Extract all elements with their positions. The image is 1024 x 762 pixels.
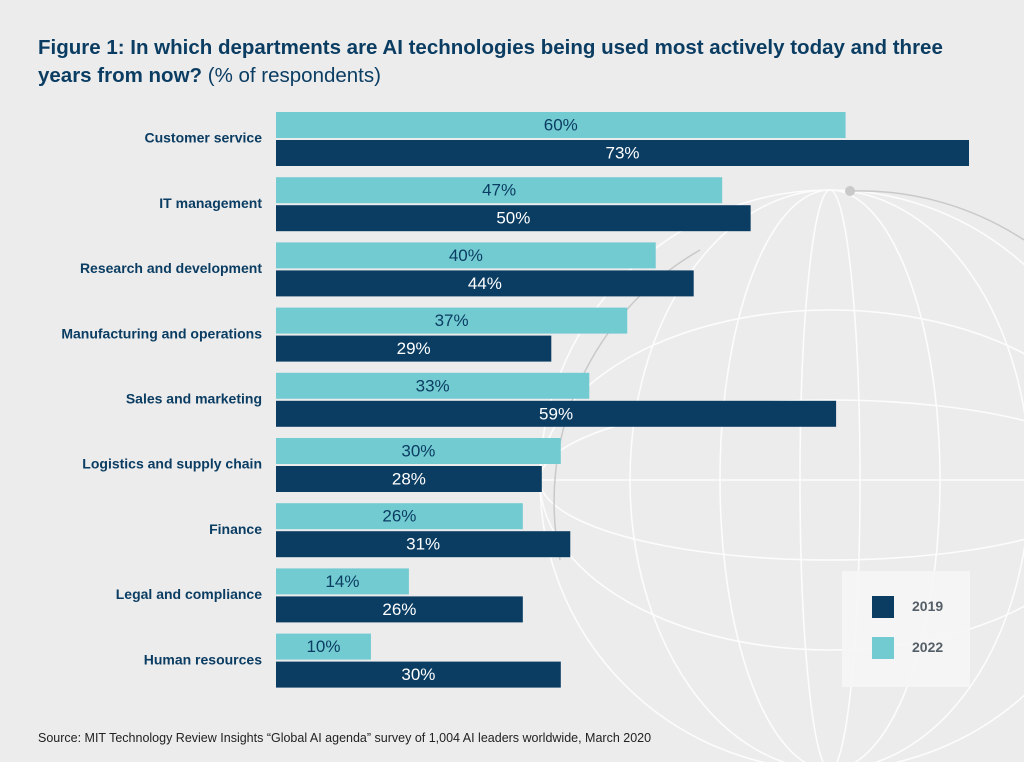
value-label-2022-manufacturing-and-operations: 37% — [435, 311, 469, 330]
value-label-2022-legal-and-compliance: 14% — [325, 572, 359, 591]
bar-2022-it-management — [276, 177, 723, 204]
bar-2019-legal-and-compliance — [276, 596, 523, 623]
chart-title-question: Figure 1: In which departments are AI te… — [38, 36, 943, 87]
chart-title: Figure 1: In which departments are AI te… — [38, 34, 998, 90]
value-label-2019-customer-service: 73% — [605, 143, 639, 162]
value-label-2022-human-resources: 10% — [306, 637, 340, 656]
legend-swatch-2019 — [872, 596, 894, 618]
category-label-research-and-development: Research and development — [80, 260, 262, 276]
category-label-manufacturing-and-operations: Manufacturing and operations — [61, 325, 262, 341]
value-label-2022-finance: 26% — [382, 507, 416, 526]
value-label-2019-research-and-development: 44% — [468, 274, 502, 293]
value-label-2019-manufacturing-and-operations: 29% — [397, 339, 431, 358]
bar-2019-manufacturing-and-operations — [276, 335, 552, 362]
category-label-customer-service: Customer service — [144, 130, 262, 146]
bar-2019-logistics-and-supply-chain — [276, 466, 542, 492]
category-label-logistics-and-supply-chain: Logistics and supply chain — [82, 456, 262, 472]
value-label-2022-customer-service: 60% — [544, 115, 578, 134]
bar-2019-finance — [276, 531, 571, 558]
bar-2019-human-resources — [276, 661, 561, 688]
chart-title-unit: (% of respondents) — [207, 64, 381, 87]
bar-2019-customer-service — [276, 140, 969, 166]
bar-2019-research-and-development — [276, 270, 694, 297]
value-label-2022-logistics-and-supply-chain: 30% — [401, 441, 435, 460]
bar-2022-sales-and-marketing — [276, 372, 590, 399]
value-label-2019-logistics-and-supply-chain: 28% — [392, 469, 426, 488]
value-label-2019-finance: 31% — [406, 535, 440, 554]
category-label-sales-and-marketing: Sales and marketing — [126, 391, 262, 407]
bar-2022-human-resources — [276, 633, 371, 660]
bar-2022-manufacturing-and-operations — [276, 307, 628, 334]
legend-swatch-2022 — [872, 637, 894, 659]
category-label-it-management: IT management — [159, 195, 262, 211]
bar-2022-legal-and-compliance — [276, 568, 409, 595]
value-label-2022-research-and-development: 40% — [449, 246, 483, 265]
value-label-2022-it-management: 47% — [482, 181, 516, 200]
category-label-finance: Finance — [209, 521, 262, 537]
legend-label-2022: 2022 — [912, 639, 944, 655]
category-label-human-resources: Human resources — [144, 651, 262, 667]
legend: 2019 2022 — [842, 571, 970, 687]
bar-2022-research-and-development — [276, 242, 656, 269]
bar-2019-sales-and-marketing — [276, 400, 837, 427]
source-note: Source: MIT Technology Review Insights “… — [38, 731, 652, 745]
value-label-2019-human-resources: 30% — [401, 665, 435, 684]
legend-label-2019: 2019 — [912, 598, 944, 614]
bar-2022-logistics-and-supply-chain — [276, 438, 561, 464]
value-label-2022-sales-and-marketing: 33% — [416, 376, 450, 395]
category-label-legal-and-compliance: Legal and compliance — [116, 586, 262, 602]
bar-2019-it-management — [276, 205, 751, 232]
value-label-2019-sales-and-marketing: 59% — [539, 404, 573, 423]
value-label-2019-legal-and-compliance: 26% — [382, 600, 416, 619]
value-label-2019-it-management: 50% — [496, 209, 530, 228]
bar-2022-customer-service — [276, 112, 846, 138]
bar-2022-finance — [276, 503, 523, 530]
